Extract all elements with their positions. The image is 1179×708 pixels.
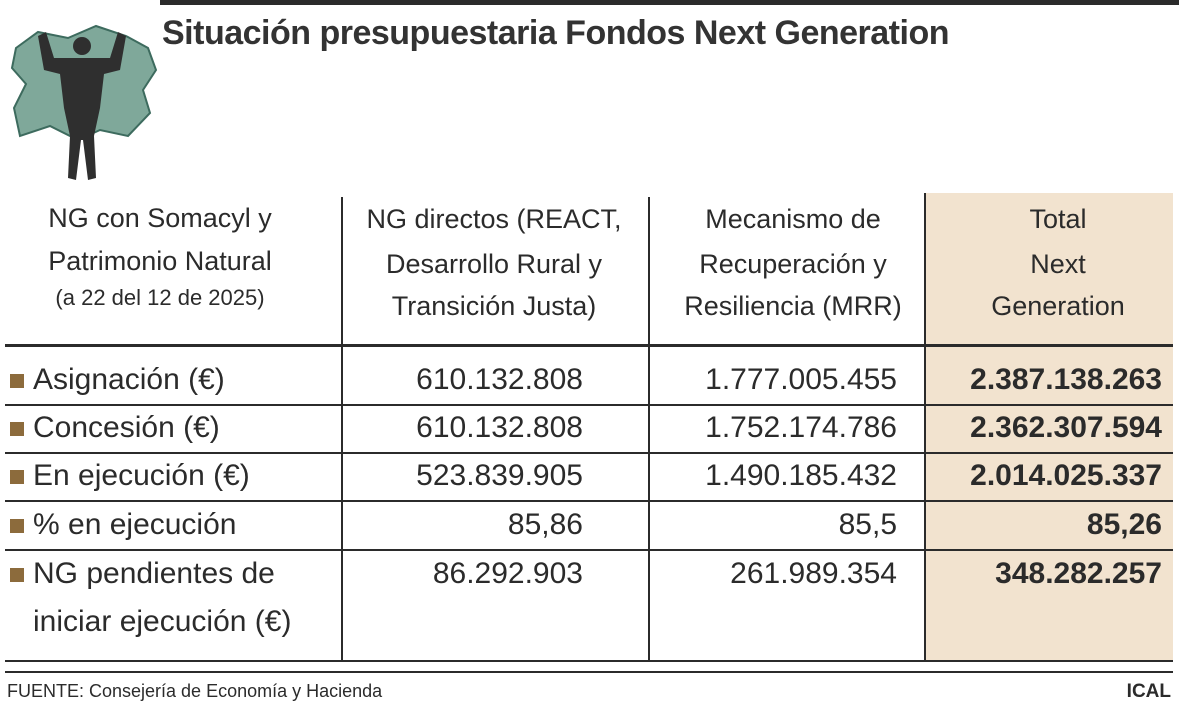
logo <box>10 24 158 180</box>
row-label: En ejecución (€) <box>33 459 250 492</box>
cell-value: 1.490.185.432 <box>705 459 897 492</box>
brand: ICAL <box>1126 681 1171 702</box>
total-value: 2.362.307.594 <box>970 411 1162 444</box>
cell-value: 610.132.808 <box>416 363 583 396</box>
cell-value: 610.132.808 <box>416 411 583 444</box>
row-label: NG pendientes de <box>33 557 275 590</box>
column-header: NG directos (REACT, <box>366 204 622 234</box>
title: Situación presupuestaria Fondos Next Gen… <box>162 14 950 52</box>
bullet <box>10 374 24 388</box>
cell-value: 523.839.905 <box>416 459 583 492</box>
column-header: Generation <box>991 291 1125 321</box>
column-header: Mecanismo de <box>705 204 881 234</box>
bullet <box>10 519 24 533</box>
bullet <box>10 470 24 484</box>
cell-value: 1.777.005.455 <box>705 363 897 396</box>
row-label: Concesión (€) <box>33 411 220 444</box>
row-label: Asignación (€) <box>33 363 225 396</box>
column-header: Recuperación y <box>699 249 887 279</box>
row-rule <box>5 404 1173 406</box>
row-rule <box>5 452 1173 454</box>
row-rule <box>5 344 1173 347</box>
column-header: Transición Justa) <box>391 291 597 321</box>
cell-value: 85,5 <box>838 508 897 541</box>
total-value: 348.282.257 <box>995 557 1162 590</box>
col-divider <box>341 197 343 661</box>
column-header: (a 22 del 12 de 2025) <box>55 285 265 310</box>
total-column-bg <box>926 193 1173 661</box>
column-header: Resiliencia (MRR) <box>684 291 902 321</box>
cell-value: 85,86 <box>507 508 583 541</box>
row-rule <box>5 500 1173 502</box>
column-header: Patrimonio Natural <box>48 246 272 276</box>
footer-rule <box>5 671 1173 673</box>
column-header: Desarrollo Rural y <box>385 249 603 279</box>
column-header: Total <box>1029 204 1087 234</box>
col-divider <box>924 193 926 661</box>
row-label: iniciar ejecución (€) <box>33 605 292 638</box>
col-divider <box>648 197 650 661</box>
total-value: 2.387.138.263 <box>970 363 1162 396</box>
cell-value: 1.752.174.786 <box>705 411 897 444</box>
bullet <box>10 568 24 582</box>
row-label: % en ejecución <box>33 508 237 541</box>
column-header: NG con Somacyl y <box>48 203 272 233</box>
total-value: 85,26 <box>1086 508 1162 541</box>
row-rule <box>5 660 1173 662</box>
top-rule <box>160 0 1179 5</box>
row-rule <box>5 549 1173 551</box>
cell-value: 261.989.354 <box>730 557 897 590</box>
bullet <box>10 422 24 436</box>
column-header: Next <box>1030 249 1086 279</box>
total-value: 2.014.025.337 <box>970 459 1162 492</box>
source: FUENTE: Consejería de Economía y Haciend… <box>7 681 383 701</box>
cell-value: 86.292.903 <box>432 557 583 590</box>
